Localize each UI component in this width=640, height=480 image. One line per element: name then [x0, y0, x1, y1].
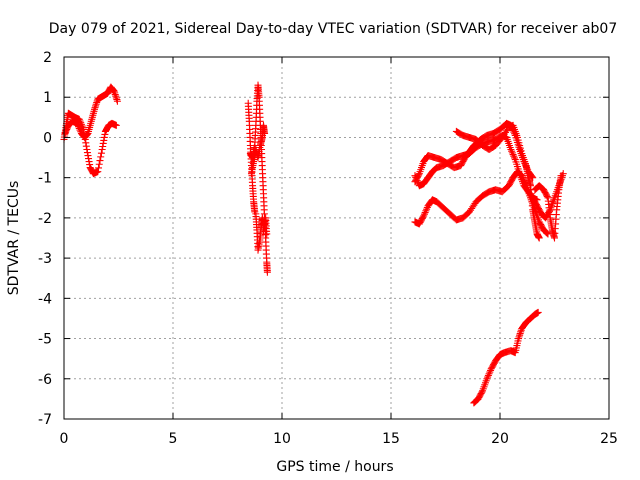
- data-point-marker: [421, 209, 429, 217]
- data-point-marker: [420, 210, 428, 218]
- data-point-marker: [76, 126, 84, 134]
- y-tick-label: 1: [43, 90, 52, 106]
- data-point-marker: [263, 268, 271, 276]
- data-point-marker: [508, 149, 516, 157]
- data-point-marker: [543, 229, 551, 237]
- y-tick-label: -1: [38, 171, 52, 187]
- data-marks: [60, 81, 567, 407]
- data-point-marker: [485, 370, 493, 378]
- data-point-marker: [543, 229, 551, 237]
- data-point-marker: [419, 213, 427, 221]
- data-point-marker: [510, 152, 518, 160]
- data-point-marker: [518, 172, 526, 180]
- y-tick-label: -5: [38, 332, 52, 348]
- y-tick-label: -4: [38, 291, 52, 307]
- y-tick-label: 2: [43, 50, 52, 66]
- data-point-marker: [95, 164, 103, 172]
- data-point-marker: [97, 153, 105, 161]
- data-point-marker: [484, 373, 492, 381]
- data-point-marker: [261, 129, 269, 137]
- data-point-marker: [75, 124, 83, 132]
- data-point-marker: [74, 121, 82, 129]
- data-point-marker: [509, 151, 517, 159]
- x-tick-label: 15: [382, 431, 400, 447]
- data-point-marker: [478, 388, 486, 396]
- data-point-marker: [543, 192, 551, 200]
- data-point-marker: [75, 115, 83, 123]
- x-tick-label: 0: [60, 431, 69, 447]
- data-point-marker: [535, 234, 543, 242]
- y-tick-label: 0: [43, 130, 52, 146]
- y-tick-label: -3: [38, 251, 52, 267]
- y-axis-label: SDTVAR / TECUs: [6, 181, 22, 296]
- data-point-marker: [113, 97, 121, 105]
- data-point-marker: [484, 371, 492, 379]
- data-point-marker: [75, 123, 83, 131]
- data-point-marker: [557, 172, 565, 180]
- data-point-marker: [422, 207, 430, 215]
- chart-title: Day 079 of 2021, Sidereal Day-to-day VTE…: [49, 21, 618, 37]
- series-trace-low: [470, 308, 542, 407]
- data-point-marker: [534, 308, 542, 316]
- series-trace-early-b: [61, 83, 121, 141]
- series-trace-mid-d: [252, 210, 271, 254]
- data-point-marker: [507, 146, 515, 154]
- x-tick-label: 25: [600, 431, 618, 447]
- data-point-marker: [73, 119, 81, 127]
- data-point-marker: [97, 149, 105, 157]
- y-tick-label: -2: [38, 211, 52, 227]
- series-trace-mid-c: [247, 121, 269, 178]
- data-point-marker: [420, 212, 428, 220]
- data-point-marker: [423, 205, 431, 213]
- data-point-marker: [413, 177, 421, 185]
- data-point-marker: [483, 375, 491, 383]
- x-tick-label: 20: [491, 431, 509, 447]
- data-point-marker: [112, 121, 120, 129]
- y-tick-label: -6: [38, 372, 52, 388]
- data-point-marker: [487, 366, 495, 374]
- data-point-marker: [412, 175, 420, 183]
- data-point-marker: [486, 368, 494, 376]
- data-point-marker: [511, 154, 519, 162]
- x-axis-label: GPS time / hours: [276, 459, 393, 475]
- data-point-marker: [411, 172, 419, 180]
- data-point-marker: [94, 168, 102, 176]
- data-point-marker: [508, 147, 516, 155]
- plot-frame: [63, 56, 610, 420]
- series-trace-late-f: [531, 172, 565, 242]
- grid: [64, 57, 609, 419]
- series-trace-late-d: [452, 121, 543, 242]
- data-point-marker: [96, 157, 104, 165]
- data-point-marker: [521, 178, 529, 186]
- y-tick-label: -7: [38, 412, 52, 428]
- data-point-marker: [95, 160, 103, 168]
- axis-ticks: 0 5 10 15 20 25 -7 -6 -5 -4 -3 -2 -1 0 1 2: [38, 50, 618, 447]
- x-tick-label: 5: [169, 431, 178, 447]
- data-point-marker: [412, 173, 420, 181]
- data-point-marker: [263, 230, 271, 238]
- x-tick-label: 10: [273, 431, 291, 447]
